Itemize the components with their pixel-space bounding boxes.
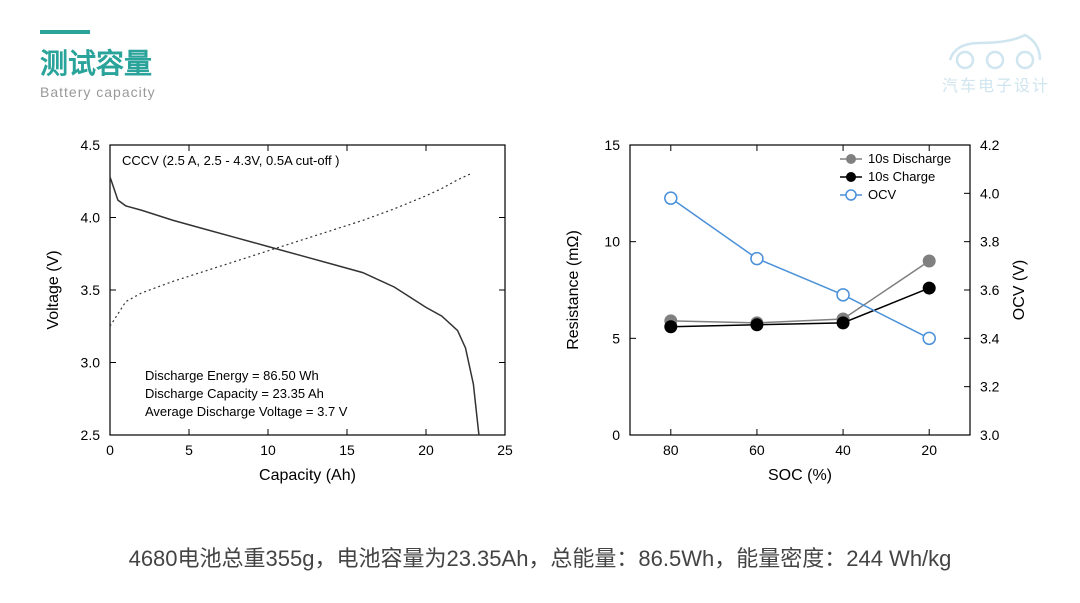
svg-text:4.2: 4.2 bbox=[980, 137, 1000, 153]
svg-text:Average Discharge Voltage = 3.: Average Discharge Voltage = 3.7 V bbox=[145, 404, 348, 419]
svg-text:Capacity (Ah): Capacity (Ah) bbox=[259, 467, 356, 484]
svg-text:Discharge Energy = 86.50 Wh: Discharge Energy = 86.50 Wh bbox=[145, 368, 319, 383]
chart-voltage-capacity: 0 5 10 15 20 25 2.5 3.0 3.5 4.0 4.5 Capacity (Ah) Vo… bbox=[40, 130, 520, 490]
svg-text:3.4: 3.4 bbox=[980, 330, 1000, 346]
svg-text:2.5: 2.5 bbox=[81, 427, 101, 443]
svg-text:10s Discharge: 10s Discharge bbox=[868, 151, 951, 166]
svg-text:15: 15 bbox=[339, 442, 355, 458]
svg-text:4.0: 4.0 bbox=[81, 210, 101, 226]
svg-text:0: 0 bbox=[612, 427, 620, 443]
svg-text:0: 0 bbox=[106, 442, 114, 458]
svg-text:3.6: 3.6 bbox=[980, 282, 1000, 298]
svg-text:CCCV (2.5 A, 2.5 - 4.3V, 0.5A: CCCV (2.5 A, 2.5 - 4.3V, 0.5A cut-off ) bbox=[122, 153, 340, 168]
car-logo-icon bbox=[940, 25, 1050, 70]
svg-text:10: 10 bbox=[260, 442, 276, 458]
svg-text:15: 15 bbox=[604, 137, 620, 153]
svg-text:20: 20 bbox=[418, 442, 434, 458]
chart-resistance-ocv: 80 60 40 20 0 5 10 15 3.0 3.2 3.4 3.6 3.8 4.0 4.2 SOC (… bbox=[560, 130, 1040, 490]
brand-logo: 汽车电子设计 bbox=[940, 25, 1050, 96]
summary-text: 4680电池总重355g，电池容量为23.35Ah，总能量：86.5Wh，能量密… bbox=[0, 541, 1080, 573]
svg-text:4.0: 4.0 bbox=[980, 185, 1000, 201]
brand-logo-text: 汽车电子设计 bbox=[940, 72, 1050, 96]
page-subtitle: Battery capacity bbox=[40, 84, 156, 100]
svg-text:3.8: 3.8 bbox=[980, 234, 1000, 250]
svg-text:3.2: 3.2 bbox=[980, 379, 1000, 395]
svg-text:10: 10 bbox=[604, 234, 620, 250]
svg-text:3.0: 3.0 bbox=[980, 427, 1000, 443]
svg-text:3.5: 3.5 bbox=[81, 282, 101, 298]
chart-left-svg: 0 5 10 15 20 25 2.5 3.0 3.5 4.0 4.5 Capacity (Ah) Vo… bbox=[40, 130, 520, 490]
svg-text:5: 5 bbox=[612, 330, 620, 346]
svg-text:10s Charge: 10s Charge bbox=[868, 169, 935, 184]
svg-text:20: 20 bbox=[921, 442, 937, 458]
svg-text:60: 60 bbox=[749, 442, 765, 458]
svg-text:OCV (V): OCV (V) bbox=[1011, 260, 1028, 320]
svg-text:4.5: 4.5 bbox=[81, 137, 101, 153]
page-title: 测试容量 bbox=[40, 42, 156, 82]
accent-bar bbox=[40, 30, 90, 34]
svg-text:SOC (%): SOC (%) bbox=[768, 467, 832, 484]
svg-text:Discharge Capacity = 23.35 Ah: Discharge Capacity = 23.35 Ah bbox=[145, 386, 324, 401]
svg-text:40: 40 bbox=[835, 442, 851, 458]
svg-text:25: 25 bbox=[497, 442, 513, 458]
slide-header: 测试容量 Battery capacity bbox=[40, 30, 156, 100]
charts-row: 0 5 10 15 20 25 2.5 3.0 3.5 4.0 4.5 Capacity (Ah) Vo… bbox=[40, 130, 1040, 490]
svg-text:OCV: OCV bbox=[868, 187, 897, 202]
svg-text:80: 80 bbox=[663, 442, 679, 458]
svg-text:3.0: 3.0 bbox=[81, 355, 101, 371]
svg-text:Resistance (mΩ): Resistance (mΩ) bbox=[565, 230, 582, 350]
svg-text:5: 5 bbox=[185, 442, 193, 458]
chart-right-svg: 80 60 40 20 0 5 10 15 3.0 3.2 3.4 3.6 3.8 4.0 4.2 SOC (… bbox=[560, 130, 1040, 490]
svg-text:Voltage (V): Voltage (V) bbox=[45, 250, 62, 329]
